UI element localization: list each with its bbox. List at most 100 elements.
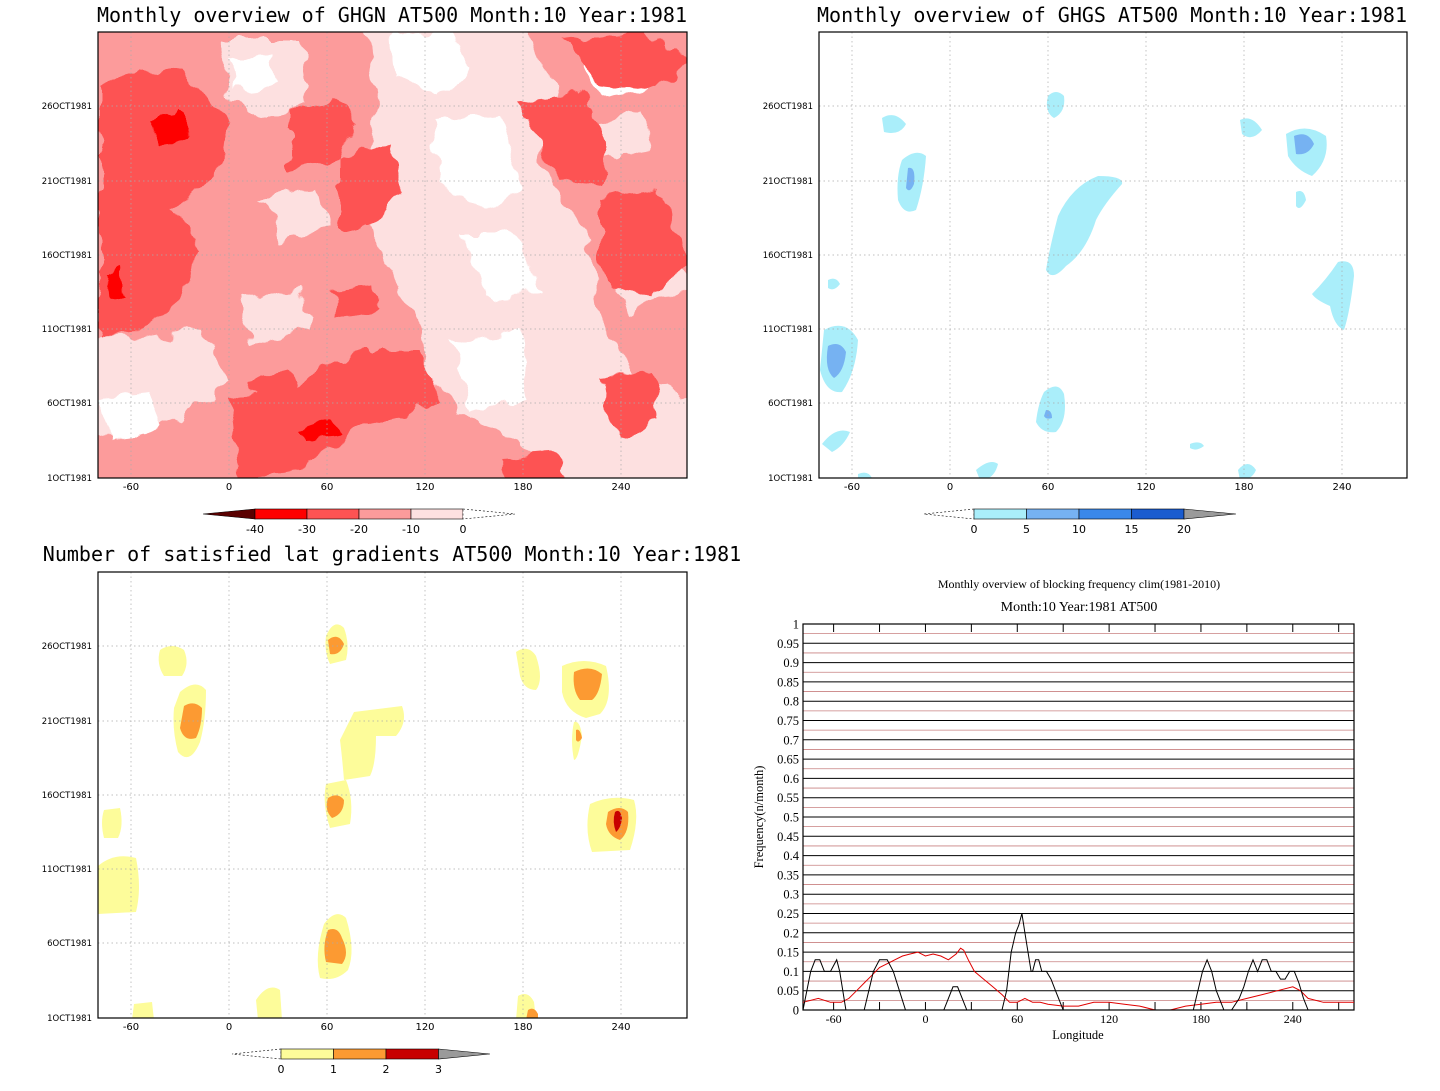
- x-tick-label: 240: [1332, 482, 1351, 493]
- panel-ghgn-yaxis: 1OCT1981 6OCT1981 11OCT1981 16OCT1981 21…: [42, 102, 92, 484]
- y-tick-label: 0.9: [783, 656, 799, 670]
- y-tick-label: 0.8: [783, 695, 799, 709]
- panel-blocking-ylabel: Frequency(n/month): [752, 766, 766, 869]
- colorbar-label: 20: [1177, 523, 1191, 536]
- panel-latgrad-xaxis: -60 0 60 120 180 240: [123, 1022, 631, 1033]
- panel-blocking-yaxis: 0 0.05 0.1 0.15 0.2 0.25 0.3 0.35 0.4 0.45 0.5 0.55…: [777, 618, 800, 1018]
- panel-ghgn: Monthly overview of GHGN AT500 Month:10 …: [42, 3, 688, 536]
- colorbar-high-arrow: [438, 1048, 491, 1060]
- panel-blocking: Monthly overview of blocking frequency c…: [752, 577, 1355, 1042]
- x-tick-label: 0: [226, 1022, 232, 1033]
- x-tick-label: 120: [1136, 482, 1155, 493]
- colorbar-label: 2: [383, 1063, 390, 1076]
- y-tick-label: 0.6: [783, 772, 799, 786]
- colorbar-low-arrow: [202, 508, 256, 520]
- colorbar-label: 0: [460, 523, 467, 536]
- colorbar-label: 5: [1023, 523, 1030, 536]
- x-tick-label: -60: [826, 1012, 842, 1026]
- y-tick-label: 21OCT1981: [42, 717, 92, 727]
- y-tick-label: 6OCT1981: [768, 399, 813, 409]
- x-tick-label: 0: [226, 482, 232, 493]
- panel-ghgs-title: Monthly overview of GHGS AT500 Month:10 …: [817, 3, 1407, 27]
- y-tick-label: 26OCT1981: [42, 102, 92, 112]
- panel-latgrad-field: [98, 572, 687, 1018]
- y-tick-label: 21OCT1981: [42, 177, 92, 187]
- x-tick-label: -60: [123, 482, 139, 493]
- panel-latgrad-title: Number of satisfied lat gradients AT500 …: [43, 542, 741, 566]
- y-tick-label: 11OCT1981: [42, 325, 92, 335]
- panel-latgrad: Number of satisfied lat gradients AT500 …: [42, 542, 741, 1076]
- colorbar-label: -30: [298, 523, 316, 536]
- y-tick-label: 0.2: [783, 926, 799, 940]
- x-tick-label: 60: [1042, 482, 1055, 493]
- panel-latgrad-colorbar: 0 1 2 3: [231, 1048, 491, 1076]
- y-tick-label: 0.7: [783, 733, 799, 747]
- colorbar-high-arrow: [462, 508, 516, 520]
- colorbar-swatch: [973, 508, 1027, 520]
- y-tick-label: 0.35: [777, 868, 799, 882]
- panel-ghgs-field: [819, 32, 1407, 478]
- colorbar-swatch: [254, 508, 308, 520]
- panel-blocking-xaxis: -60 0 60 120 180 240: [826, 1012, 1302, 1026]
- y-tick-label: 0.75: [777, 714, 799, 728]
- y-tick-label: 6OCT1981: [47, 939, 92, 949]
- panel-ghgn-xaxis: -60 0 60 120 180 240: [123, 482, 631, 493]
- colorbar-swatch: [333, 1048, 387, 1060]
- colorbar-label: -40: [246, 523, 264, 536]
- x-tick-label: 60: [1011, 1012, 1023, 1026]
- panel-latgrad-grid: [98, 572, 687, 1018]
- y-tick-label: 0.25: [777, 907, 799, 921]
- x-tick-label: 180: [1192, 1012, 1210, 1026]
- panel-ghgs-xaxis: -60 0 60 120 180 240: [844, 482, 1352, 493]
- y-tick-label: 21OCT1981: [763, 177, 813, 187]
- colorbar-label: 10: [1072, 523, 1086, 536]
- colorbar-label: 3: [435, 1063, 442, 1076]
- y-tick-label: 16OCT1981: [42, 791, 92, 801]
- x-tick-label: 120: [415, 1022, 434, 1033]
- y-tick-label: 1: [793, 618, 799, 632]
- colorbar-swatch: [385, 1048, 439, 1060]
- series-line-clim: [802, 947, 1354, 1011]
- panel-ghgn-field: [98, 32, 687, 478]
- x-tick-label: 0: [922, 1012, 928, 1026]
- y-tick-label: 1OCT1981: [47, 1014, 92, 1024]
- panel-blocking-top-ticks: [833, 624, 1340, 1010]
- y-tick-label: 16OCT1981: [42, 251, 92, 261]
- colorbar-swatch: [1026, 508, 1080, 520]
- colorbar-label: 0: [971, 523, 978, 536]
- x-tick-label: 60: [321, 482, 334, 493]
- colorbar-label: -20: [350, 523, 368, 536]
- colorbar-label: 15: [1125, 523, 1139, 536]
- series-line-current: [802, 913, 1354, 1011]
- y-tick-label: 11OCT1981: [42, 865, 92, 875]
- colorbar-swatch: [1078, 508, 1132, 520]
- y-tick-label: 0: [793, 1004, 799, 1018]
- y-tick-label: 0.65: [777, 753, 799, 767]
- panel-ghgs-grid: [819, 32, 1407, 478]
- y-tick-label: 0.55: [777, 791, 799, 805]
- colorbar-swatch: [1131, 508, 1185, 520]
- colorbar-swatch: [358, 508, 412, 520]
- y-tick-label: 26OCT1981: [42, 642, 92, 652]
- x-tick-label: 60: [321, 1022, 334, 1033]
- y-tick-label: 1OCT1981: [47, 474, 92, 484]
- y-tick-label: 26OCT1981: [763, 102, 813, 112]
- panel-ghgn-grid: [98, 32, 687, 478]
- y-tick-label: 0.05: [777, 984, 799, 998]
- y-tick-label: 0.45: [777, 830, 799, 844]
- y-tick-label: 0.85: [777, 675, 799, 689]
- colorbar-label: 0: [278, 1063, 285, 1076]
- panel-ghgs: Monthly overview of GHGS AT500 Month:10 …: [763, 3, 1408, 536]
- y-tick-label: 0.3: [783, 888, 799, 902]
- panel-blocking-title: Monthly overview of blocking frequency c…: [938, 577, 1220, 591]
- x-tick-label: 240: [611, 482, 630, 493]
- panel-latgrad-yaxis: 1OCT1981 6OCT1981 11OCT1981 16OCT1981 21…: [42, 642, 92, 1024]
- y-tick-label: 0.5: [783, 811, 799, 825]
- x-tick-label: 180: [513, 482, 532, 493]
- x-tick-label: 0: [947, 482, 953, 493]
- x-tick-label: 120: [1100, 1012, 1118, 1026]
- y-tick-label: 0.4: [783, 849, 799, 863]
- y-tick-label: 6OCT1981: [47, 399, 92, 409]
- x-tick-label: 180: [513, 1022, 532, 1033]
